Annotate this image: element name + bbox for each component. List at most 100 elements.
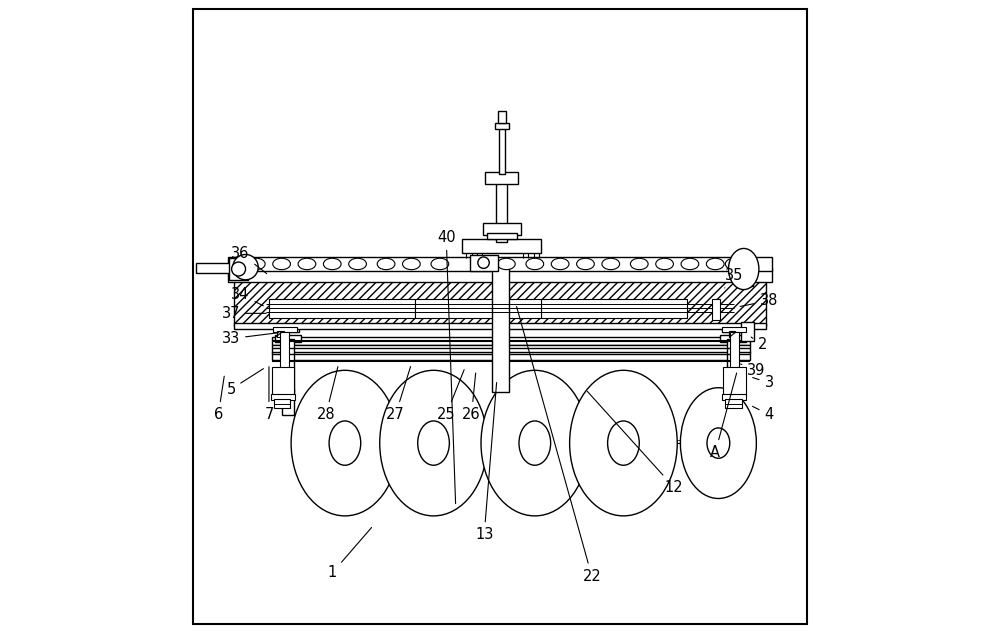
Ellipse shape [247,258,265,270]
Text: 2: 2 [751,337,767,353]
Bar [229,258,248,280]
Bar [495,123,509,129]
Bar [269,299,415,318]
Bar [274,399,290,408]
Ellipse shape [725,258,743,270]
Bar [723,367,746,396]
Ellipse shape [431,258,449,270]
Bar [234,279,766,326]
Circle shape [478,257,489,268]
Ellipse shape [608,421,639,465]
Ellipse shape [273,258,290,270]
Ellipse shape [630,258,648,270]
Ellipse shape [602,258,620,270]
Text: 6: 6 [214,376,224,422]
Bar [272,352,750,360]
Bar [741,322,754,341]
Bar [498,111,506,123]
Ellipse shape [380,370,487,516]
Text: 36: 36 [231,246,267,273]
Bar [275,335,301,342]
Ellipse shape [349,258,366,270]
Ellipse shape [329,421,361,465]
Text: 40: 40 [437,230,456,504]
Text: 5: 5 [226,368,263,397]
Text: 27: 27 [386,367,411,422]
Bar [722,327,744,332]
Bar [272,337,750,345]
Bar [284,339,294,392]
Ellipse shape [497,258,515,270]
Bar [492,266,509,392]
Ellipse shape [298,258,316,270]
Bar [228,257,772,271]
Bar [271,394,295,400]
Text: 34: 34 [231,287,263,306]
Ellipse shape [706,258,724,270]
Bar [280,332,289,370]
Text: 12: 12 [587,391,683,495]
Bar [282,389,294,415]
Bar [415,299,541,318]
Bar [722,394,746,400]
Ellipse shape [377,258,395,270]
Bar [722,327,746,332]
Text: 28: 28 [317,367,338,422]
Ellipse shape [418,421,449,465]
Ellipse shape [481,370,589,516]
Text: 25: 25 [437,370,464,422]
Ellipse shape [551,258,569,270]
Bar [725,399,742,408]
Bar [485,172,518,184]
Bar [727,389,739,415]
Bar [470,255,498,271]
Bar [720,335,746,342]
Text: 3: 3 [753,375,774,391]
Bar [729,331,735,337]
Text: 37: 37 [222,306,266,321]
Bar [499,127,505,174]
Bar [730,332,739,370]
Bar [462,239,541,253]
Bar [483,223,521,235]
Ellipse shape [291,370,399,516]
Ellipse shape [656,258,673,270]
Bar [487,233,517,239]
Bar [234,323,766,329]
Ellipse shape [707,428,730,458]
Ellipse shape [403,258,420,270]
Bar [277,327,299,332]
Bar [727,339,737,392]
Circle shape [233,254,258,280]
Bar [277,331,284,337]
Bar [541,299,687,318]
Text: 13: 13 [475,382,497,542]
Text: 39: 39 [741,363,766,378]
Ellipse shape [519,421,551,465]
Text: 7: 7 [264,367,274,422]
Ellipse shape [526,258,544,270]
Bar [712,299,720,320]
Bar [272,345,750,353]
Text: 35: 35 [725,268,743,288]
Bar [196,263,247,273]
Ellipse shape [681,258,699,270]
Text: 1: 1 [328,527,372,580]
Bar [272,367,294,396]
Ellipse shape [729,249,759,290]
Circle shape [232,262,246,276]
Text: 4: 4 [753,406,774,422]
Bar [273,327,297,332]
Ellipse shape [680,387,756,499]
Bar [228,268,772,282]
Text: 38: 38 [740,293,778,308]
Bar [496,182,507,242]
Text: 26: 26 [462,373,481,422]
Text: 33: 33 [222,331,279,346]
Text: A: A [710,373,737,460]
Ellipse shape [323,258,341,270]
Bar [735,276,753,286]
Ellipse shape [570,370,677,516]
Text: 22: 22 [517,306,601,584]
Ellipse shape [577,258,594,270]
